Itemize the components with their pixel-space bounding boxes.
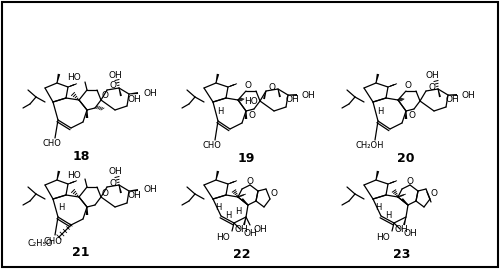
Text: O: O — [244, 80, 252, 90]
Text: H: H — [377, 108, 383, 116]
Text: H: H — [375, 204, 381, 213]
Text: OH: OH — [403, 229, 417, 239]
Polygon shape — [56, 171, 60, 180]
Polygon shape — [129, 189, 138, 192]
Text: OH: OH — [394, 225, 408, 235]
Polygon shape — [448, 94, 457, 96]
Text: O: O — [430, 189, 438, 197]
Polygon shape — [245, 111, 247, 119]
Text: HO: HO — [67, 73, 81, 83]
Polygon shape — [376, 74, 379, 83]
Text: O: O — [110, 82, 116, 90]
Text: OH: OH — [302, 90, 316, 100]
Polygon shape — [118, 88, 122, 96]
Text: O: O — [246, 176, 254, 186]
Text: OH: OH — [143, 89, 157, 97]
Text: H: H — [385, 211, 391, 220]
Text: 21: 21 — [72, 246, 90, 260]
Text: OH: OH — [143, 186, 157, 194]
Polygon shape — [86, 110, 88, 118]
Text: 20: 20 — [397, 151, 415, 165]
Text: O: O — [404, 80, 411, 90]
Text: CHO: CHO — [44, 236, 62, 246]
Polygon shape — [129, 92, 138, 94]
Text: O: O — [110, 179, 116, 187]
Polygon shape — [403, 217, 406, 225]
Text: OH: OH — [234, 225, 248, 235]
Polygon shape — [118, 185, 122, 193]
Text: OH: OH — [254, 225, 268, 235]
Text: HO: HO — [67, 171, 81, 179]
Text: H: H — [215, 204, 221, 213]
Polygon shape — [288, 94, 297, 96]
Text: 18: 18 — [72, 150, 90, 162]
Text: O: O — [408, 111, 416, 121]
Polygon shape — [216, 74, 219, 83]
Text: CH₂OH: CH₂OH — [356, 141, 384, 150]
Text: O: O — [102, 189, 108, 197]
Polygon shape — [438, 89, 441, 97]
Text: OH: OH — [127, 94, 141, 104]
Text: O: O — [102, 91, 108, 101]
Polygon shape — [263, 91, 266, 99]
Text: OH: OH — [243, 229, 257, 239]
Text: C₂H₅O: C₂H₅O — [28, 239, 53, 247]
Text: O: O — [268, 83, 276, 91]
Text: 22: 22 — [233, 249, 251, 261]
Text: H: H — [217, 108, 223, 116]
Text: HO: HO — [376, 232, 390, 242]
Polygon shape — [243, 217, 246, 225]
Polygon shape — [278, 89, 281, 97]
Text: OH: OH — [127, 192, 141, 200]
Text: OH: OH — [108, 70, 122, 80]
Text: HO: HO — [244, 97, 258, 107]
Text: HO: HO — [216, 232, 230, 242]
Text: OH: OH — [445, 95, 459, 104]
Polygon shape — [241, 198, 248, 205]
Text: OH: OH — [285, 95, 299, 104]
Text: O: O — [248, 111, 256, 121]
Text: OH: OH — [425, 72, 439, 80]
Text: OH: OH — [108, 168, 122, 176]
Polygon shape — [216, 171, 219, 180]
Text: O: O — [406, 176, 414, 186]
Polygon shape — [86, 207, 88, 215]
Text: CHO: CHO — [202, 141, 222, 150]
Polygon shape — [401, 198, 408, 205]
Text: 23: 23 — [394, 249, 410, 261]
Polygon shape — [56, 74, 60, 83]
Text: H: H — [58, 204, 64, 213]
Text: H: H — [225, 211, 231, 220]
Text: OH: OH — [462, 90, 476, 100]
Polygon shape — [376, 171, 379, 180]
Text: H: H — [235, 207, 241, 215]
Text: O: O — [428, 83, 436, 91]
Text: CHO: CHO — [42, 140, 62, 148]
Polygon shape — [405, 111, 407, 119]
Text: 19: 19 — [238, 151, 254, 165]
Text: O: O — [270, 189, 278, 197]
